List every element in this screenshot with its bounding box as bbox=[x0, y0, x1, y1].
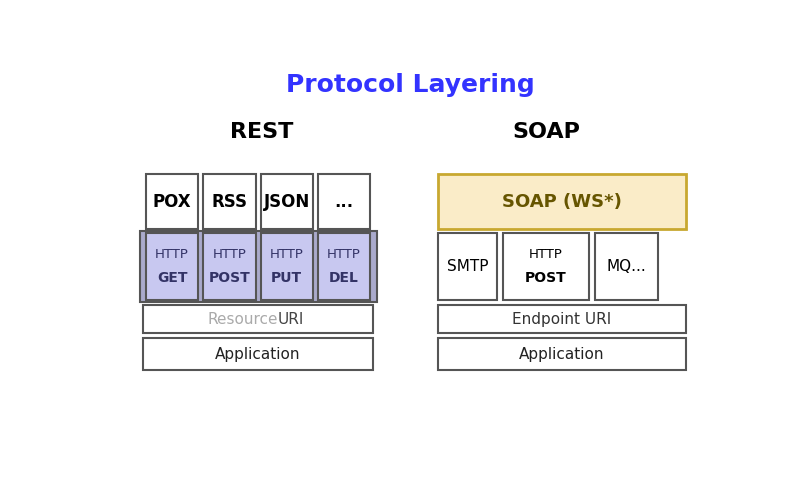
Text: HTTP: HTTP bbox=[327, 248, 361, 261]
FancyBboxPatch shape bbox=[203, 174, 256, 229]
Text: PUT: PUT bbox=[271, 271, 302, 285]
FancyBboxPatch shape bbox=[261, 174, 313, 229]
Text: RSS: RSS bbox=[211, 193, 247, 211]
Text: HTTP: HTTP bbox=[213, 248, 246, 261]
Text: SOAP: SOAP bbox=[513, 121, 580, 142]
FancyBboxPatch shape bbox=[203, 233, 256, 300]
Text: Protocol Layering: Protocol Layering bbox=[286, 73, 534, 97]
Text: POST: POST bbox=[209, 271, 250, 285]
Text: DEL: DEL bbox=[329, 271, 359, 285]
Text: HTTP: HTTP bbox=[155, 248, 189, 261]
Text: REST: REST bbox=[230, 121, 293, 142]
FancyBboxPatch shape bbox=[318, 174, 370, 229]
FancyBboxPatch shape bbox=[503, 233, 589, 300]
FancyBboxPatch shape bbox=[438, 338, 686, 370]
Text: SOAP (WS*): SOAP (WS*) bbox=[502, 193, 622, 211]
FancyBboxPatch shape bbox=[143, 305, 373, 333]
Text: POX: POX bbox=[153, 193, 191, 211]
Text: Application: Application bbox=[519, 347, 605, 362]
FancyBboxPatch shape bbox=[261, 233, 313, 300]
Text: ...: ... bbox=[334, 193, 354, 211]
FancyBboxPatch shape bbox=[146, 174, 198, 229]
Text: JSON: JSON bbox=[264, 193, 310, 211]
FancyBboxPatch shape bbox=[143, 338, 373, 370]
Text: GET: GET bbox=[157, 271, 187, 285]
Text: HTTP: HTTP bbox=[270, 248, 304, 261]
FancyBboxPatch shape bbox=[438, 305, 686, 333]
FancyBboxPatch shape bbox=[594, 233, 658, 300]
FancyBboxPatch shape bbox=[318, 233, 370, 300]
Text: Endpoint URI: Endpoint URI bbox=[512, 312, 611, 326]
Text: MQ...: MQ... bbox=[606, 259, 646, 274]
FancyBboxPatch shape bbox=[146, 233, 198, 300]
Text: URI: URI bbox=[278, 312, 304, 326]
Text: SMTP: SMTP bbox=[446, 259, 488, 274]
Text: Application: Application bbox=[215, 347, 301, 362]
FancyBboxPatch shape bbox=[438, 233, 497, 300]
Text: Resource: Resource bbox=[207, 312, 278, 326]
FancyBboxPatch shape bbox=[140, 231, 377, 302]
Text: HTTP: HTTP bbox=[529, 248, 562, 261]
FancyBboxPatch shape bbox=[438, 174, 686, 229]
Text: POST: POST bbox=[525, 271, 566, 285]
